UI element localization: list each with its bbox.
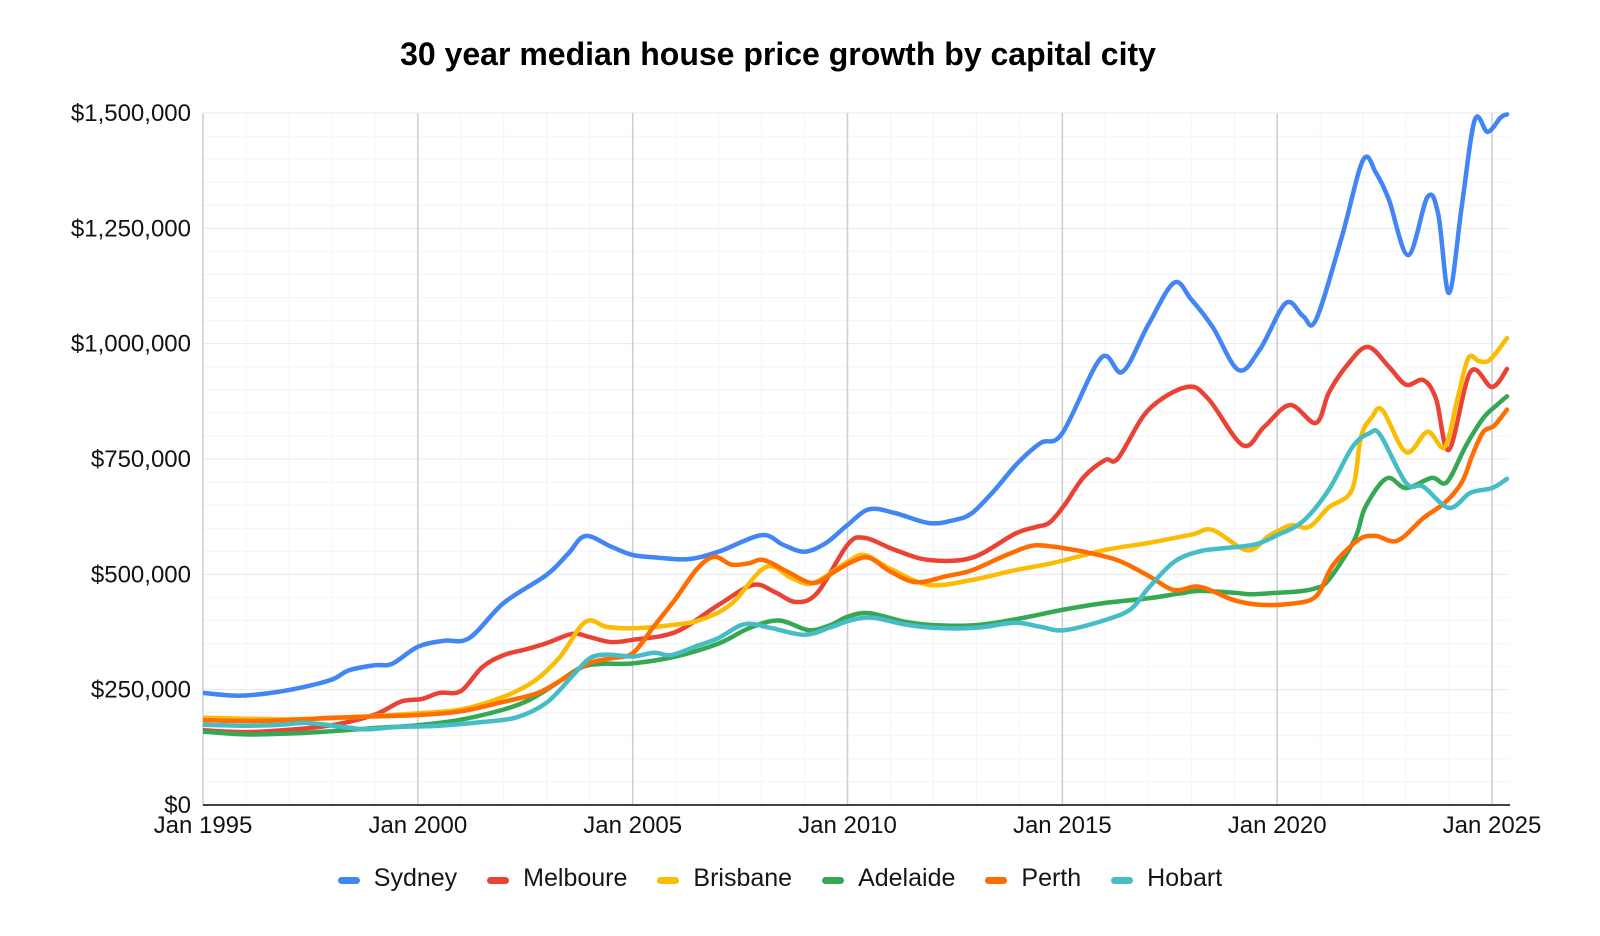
legend-swatch-icon — [985, 876, 1008, 884]
legend-item-brisbane[interactable]: Brisbane — [657, 864, 792, 893]
y-tick-label: $250,000 — [91, 677, 191, 704]
series-line-sydney[interactable] — [203, 112, 1510, 698]
x-tick-label: Jan 1995 — [154, 812, 253, 839]
x-tick-label: Jan 2015 — [1013, 812, 1112, 839]
legend-label: Sydney — [373, 864, 458, 892]
price-chart-plot[interactable]: $0 $250,000 $500,000 $750,000 $1,000,000 $1,2… — [0, 0, 1600, 860]
y-tick-label: $1,250,000 — [71, 215, 191, 242]
legend-label: Melboure — [523, 864, 628, 892]
legend-label: Brisbane — [693, 864, 793, 892]
legend-item-melboure[interactable]: Melboure — [487, 864, 627, 893]
legend-label: Perth — [1021, 864, 1082, 892]
legend-swatch-icon — [657, 876, 680, 884]
x-axis-labels: Jan 1995 Jan 2000 Jan 2005 Jan 2010 Jan 2015… — [154, 812, 1542, 839]
legend-swatch-icon — [487, 876, 510, 884]
legend-item-adelaide[interactable]: Adelaide — [822, 864, 955, 893]
series-line-brisbane[interactable] — [203, 335, 1510, 722]
legend-item-perth[interactable]: Perth — [985, 864, 1081, 893]
y-tick-label: $0 — [164, 792, 191, 819]
y-tick-label: $750,000 — [91, 446, 191, 473]
legend-swatch-icon — [1111, 876, 1134, 884]
x-tick-label: Jan 2020 — [1228, 812, 1327, 839]
legend-label: Adelaide — [858, 864, 956, 892]
legend-swatch-icon — [822, 876, 845, 884]
legend-label: Hobart — [1147, 864, 1223, 892]
x-tick-label: Jan 2025 — [1443, 812, 1542, 839]
series-line-hobart[interactable] — [203, 427, 1510, 732]
y-tick-label: $1,500,000 — [71, 100, 191, 127]
legend-swatch-icon — [337, 876, 360, 884]
x-tick-label: Jan 2010 — [798, 812, 897, 839]
chart-title: 30 year median house price growth by cap… — [400, 36, 1156, 72]
y-tick-label: $500,000 — [91, 561, 191, 588]
legend-item-sydney[interactable]: Sydney — [337, 864, 458, 893]
y-tick-label: $1,000,000 — [71, 331, 191, 358]
series-line-perth[interactable] — [203, 407, 1510, 724]
gridlines — [202, 112, 1510, 805]
y-axis-labels: $0 $250,000 $500,000 $750,000 $1,000,000 $1,2… — [71, 100, 191, 819]
series-line-adelaide[interactable] — [203, 394, 1510, 737]
x-tick-label: Jan 2005 — [583, 812, 682, 839]
x-tick-label: Jan 2000 — [368, 812, 467, 839]
legend-item-hobart[interactable]: Hobart — [1111, 864, 1222, 893]
series-line-melboure[interactable] — [203, 344, 1510, 735]
series-lines — [203, 112, 1510, 737]
chart-legend: Sydney Melboure Brisbane Adelaide Perth Hobar… — [0, 864, 1560, 893]
